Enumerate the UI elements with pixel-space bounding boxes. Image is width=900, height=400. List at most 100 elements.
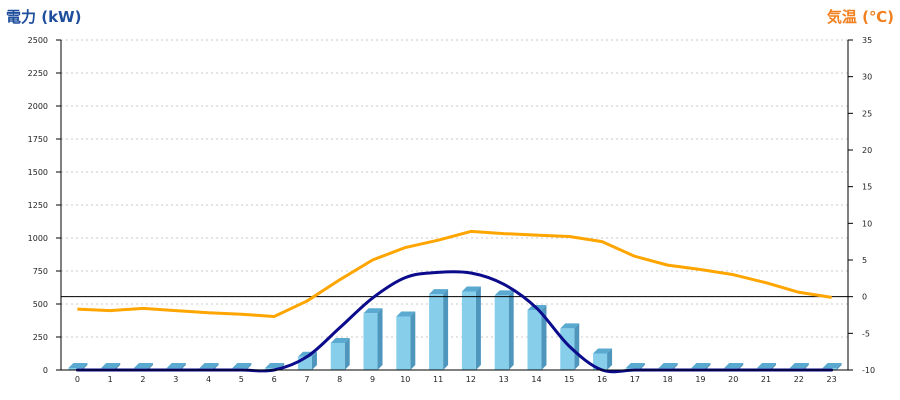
bar-side-face <box>738 363 744 370</box>
right-tick-label: 0 <box>862 293 867 302</box>
bar-side-face <box>82 363 88 370</box>
bar-top-face <box>265 363 285 368</box>
right-tick-label: -10 <box>862 366 875 375</box>
bar-top-face <box>232 363 252 368</box>
bar-top-face <box>133 363 153 368</box>
bar-top-face <box>757 363 777 368</box>
x-tick-label: 4 <box>206 375 211 384</box>
x-tick-label: 22 <box>794 375 804 384</box>
x-tick-label: 11 <box>433 375 443 384</box>
bar-side-face <box>508 290 514 370</box>
right-axis-title: 気温 (℃) <box>826 8 894 26</box>
bar-side-face <box>639 363 645 370</box>
x-tick-label: 9 <box>370 375 375 384</box>
bar-top-face <box>625 363 645 368</box>
right-tick-label: 20 <box>862 146 872 155</box>
bar-top-face <box>166 363 186 368</box>
left-tick-label: 2000 <box>28 102 48 111</box>
bar-top-face <box>822 363 842 368</box>
x-tick-label: 16 <box>597 375 607 384</box>
axes-layer <box>56 39 853 371</box>
bar-side-face <box>803 363 809 370</box>
left-tick-label: 1000 <box>28 234 48 243</box>
bar-side-face <box>344 337 350 370</box>
bar-side-face <box>410 311 416 370</box>
bar-top-face <box>494 290 514 296</box>
bar-top-face <box>330 337 350 343</box>
left-tick-label: 0 <box>43 366 48 375</box>
x-tick-label: 10 <box>400 375 410 384</box>
x-tick-label: 18 <box>663 375 673 384</box>
x-tick-label: 19 <box>695 375 705 384</box>
x-tick-label: 17 <box>630 375 640 384</box>
right-tick-label: 25 <box>862 109 872 118</box>
x-tick-label: 3 <box>173 375 178 384</box>
power-bar <box>330 342 345 370</box>
bar-side-face <box>311 351 317 370</box>
bar-top-face <box>593 348 613 354</box>
left-tick-label: 1250 <box>28 201 48 210</box>
bar-top-face <box>68 363 88 368</box>
bar-top-face <box>560 323 580 329</box>
x-tick-label: 8 <box>337 375 342 384</box>
bar-top-face <box>396 311 416 317</box>
bar-side-face <box>180 363 186 370</box>
bar-side-face <box>574 323 580 370</box>
right-tick-label: 5 <box>862 256 867 265</box>
x-tick-label: 23 <box>827 375 837 384</box>
right-tick-label: 35 <box>862 36 872 45</box>
right-tick-label: 15 <box>862 183 872 192</box>
bar-top-face <box>363 308 383 314</box>
bar-side-face <box>541 304 547 370</box>
bar-side-face <box>705 363 711 370</box>
bars-layer <box>68 286 842 370</box>
power-bar <box>363 313 378 370</box>
x-tick-label: 0 <box>75 375 80 384</box>
bar-top-face <box>199 363 219 368</box>
bar-top-face <box>658 363 678 368</box>
power-bar <box>461 291 476 370</box>
left-axis-title: 電力 (kW) <box>6 8 82 26</box>
bar-top-face <box>101 363 121 368</box>
x-tick-label: 2 <box>140 375 145 384</box>
left-tick-label: 1750 <box>28 135 48 144</box>
bar-top-face <box>724 363 744 368</box>
temperature-line <box>77 229 832 318</box>
bar-side-face <box>836 363 842 370</box>
bar-side-face <box>443 289 449 370</box>
power-bar <box>396 316 411 370</box>
bar-side-face <box>377 308 383 370</box>
bar-side-face <box>246 363 252 370</box>
x-tick-label: 13 <box>499 375 509 384</box>
left-tick-label: 2500 <box>28 36 48 45</box>
x-tick-label: 15 <box>564 375 574 384</box>
bar-side-face <box>147 363 153 370</box>
x-tick-label: 14 <box>531 375 541 384</box>
bar-side-face <box>607 348 613 370</box>
bar-top-face <box>429 289 449 295</box>
bar-top-face <box>691 363 711 368</box>
right-tick-label: -5 <box>862 329 870 338</box>
ticks-layer: 0 250 5 0 0 750 1000 1250 1500 1750 2000 2250 2500 -1… <box>28 36 875 384</box>
x-tick-label: 12 <box>466 375 476 384</box>
lines-layer <box>75 229 834 374</box>
power-curve-line <box>75 270 834 374</box>
left-tick-label: 250 <box>33 333 48 342</box>
bar-side-face <box>771 363 777 370</box>
x-tick-label: 5 <box>239 375 244 384</box>
bar-top-face <box>461 286 481 292</box>
power-bar <box>429 294 444 370</box>
x-tick-label: 21 <box>761 375 771 384</box>
bar-side-face <box>475 286 481 370</box>
bar-side-face <box>115 363 121 370</box>
x-tick-label: 6 <box>272 375 277 384</box>
left-tick-label: 750 <box>33 267 48 276</box>
right-tick-label: 30 <box>862 73 872 82</box>
right-tick-label: 10 <box>862 219 872 228</box>
power-bar <box>494 295 509 370</box>
left-tick-label: 1500 <box>28 168 48 177</box>
bar-side-face <box>672 363 678 370</box>
bar-top-face <box>789 363 809 368</box>
left-tick-label: 2250 <box>28 69 48 78</box>
